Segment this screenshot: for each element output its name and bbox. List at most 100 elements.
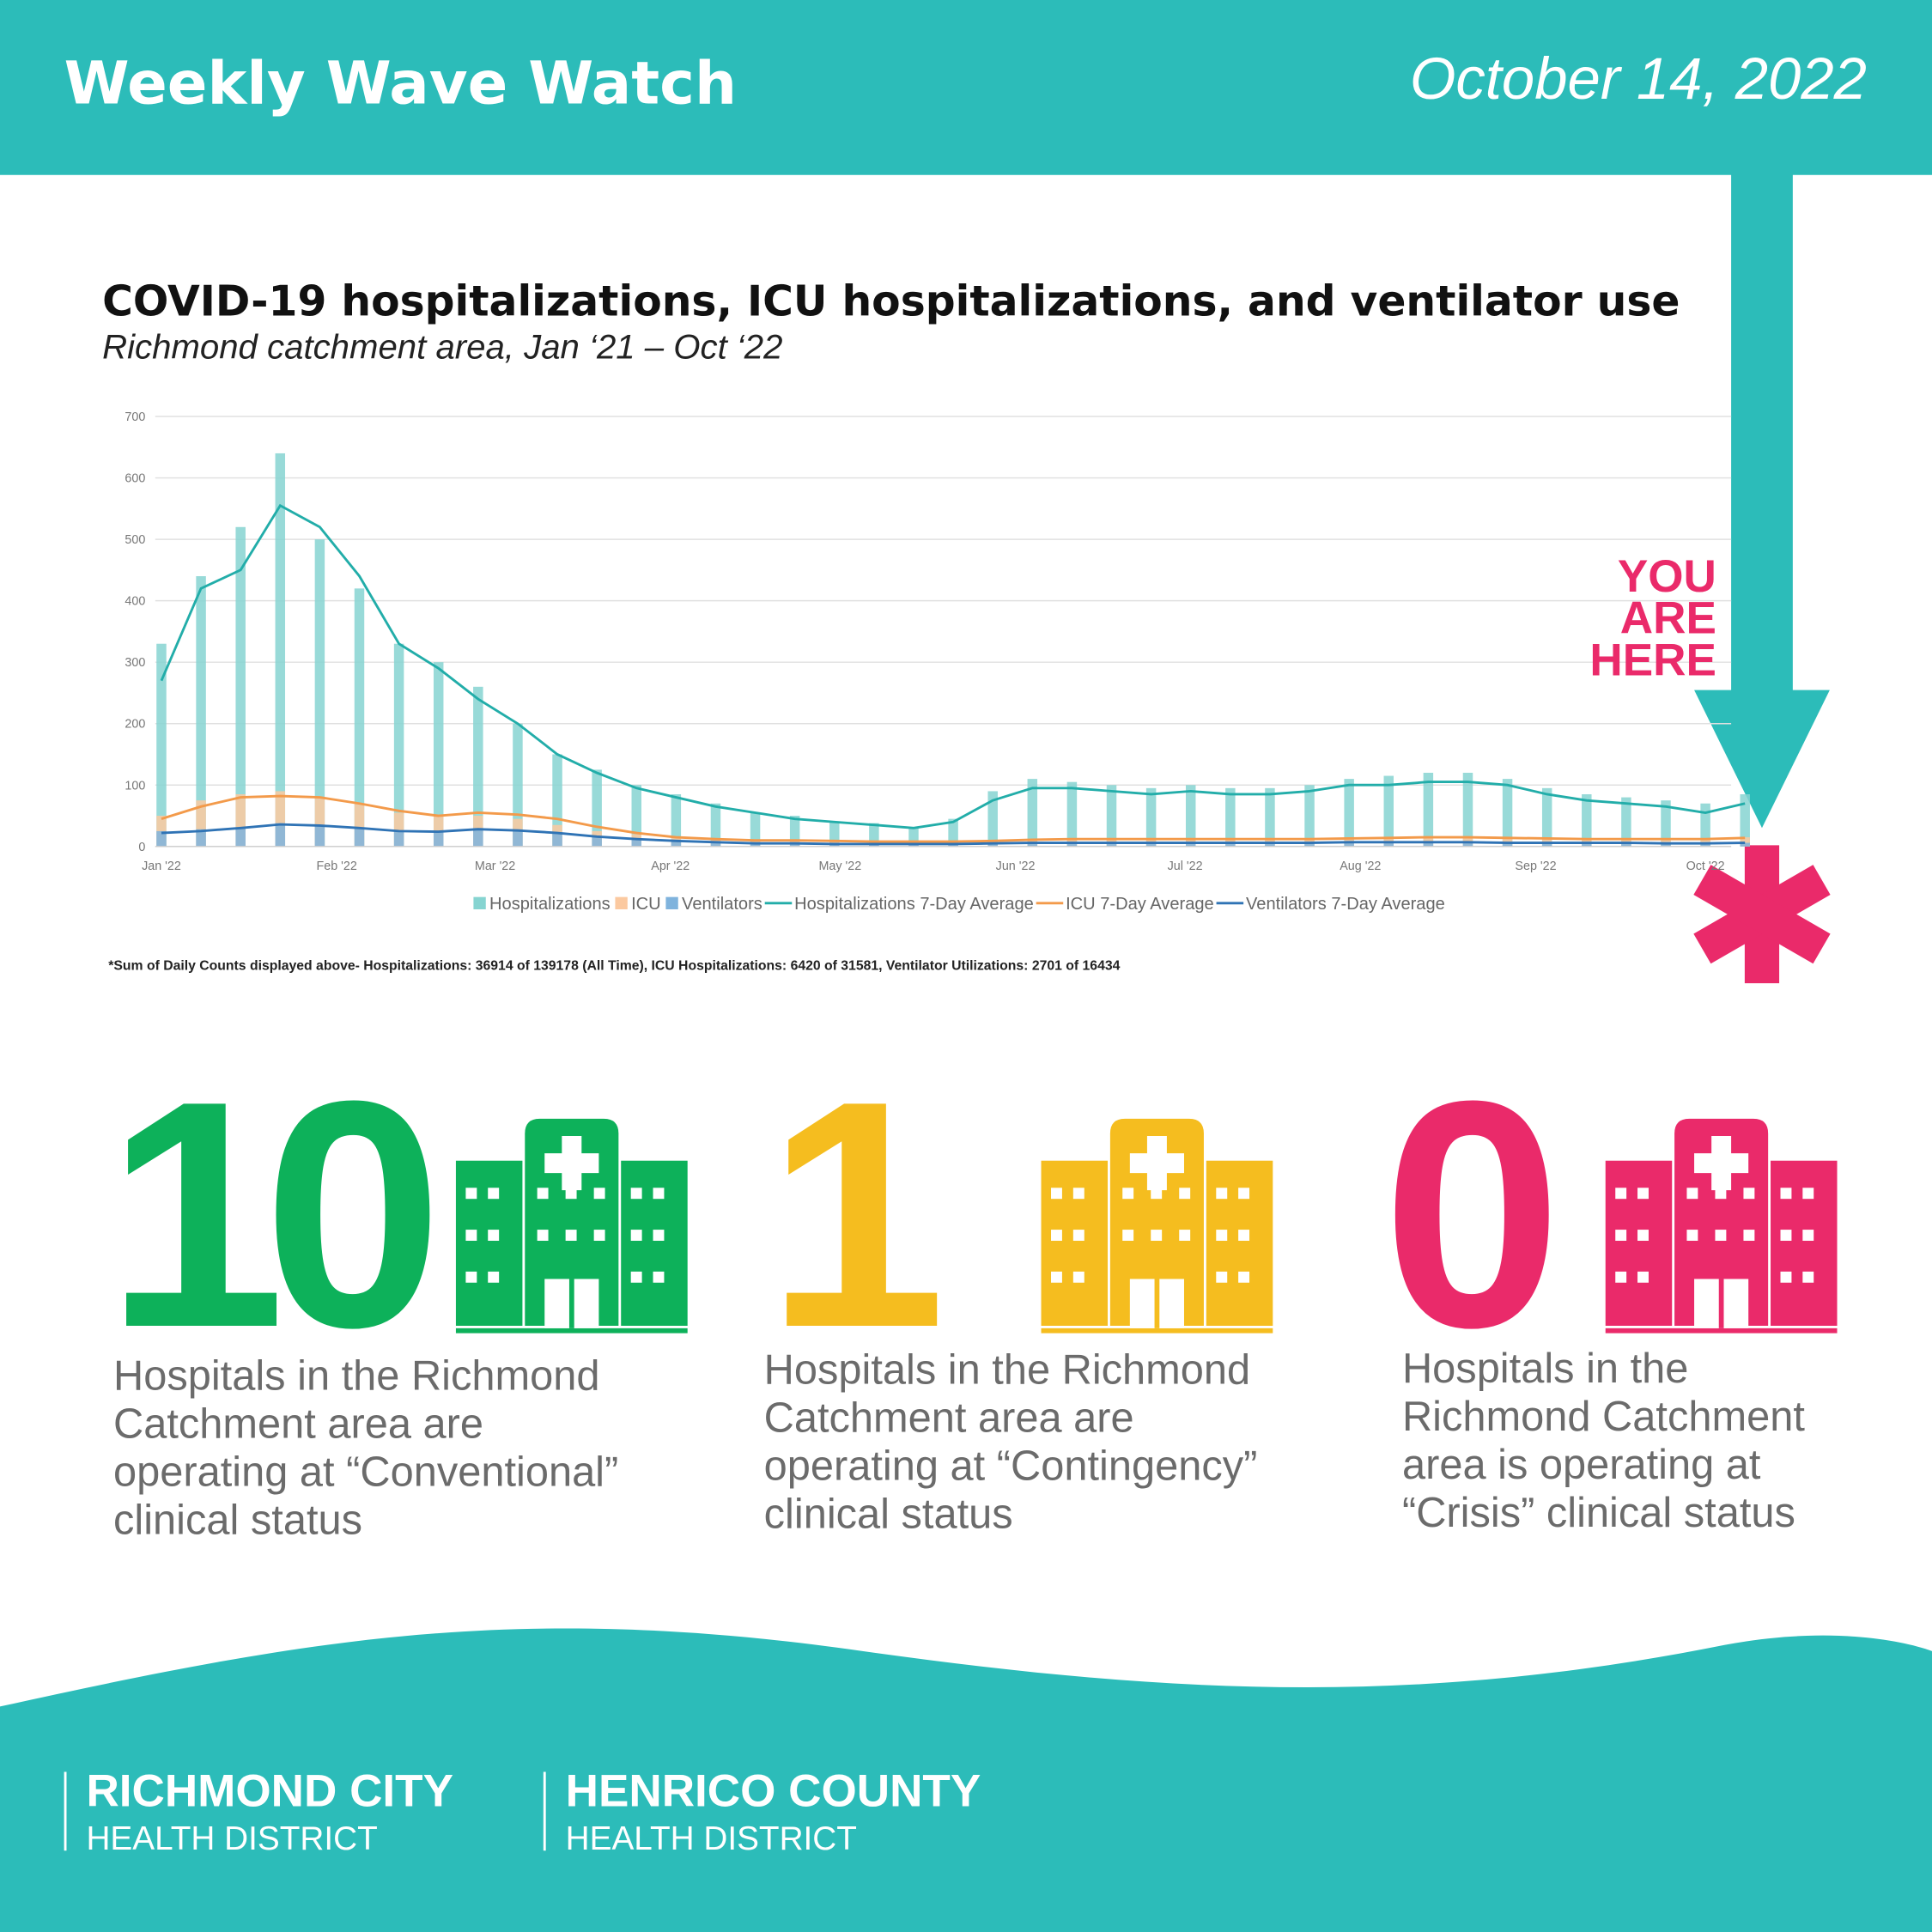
icon-window bbox=[1122, 1230, 1134, 1241]
bar bbox=[987, 843, 998, 847]
bar bbox=[1462, 841, 1473, 847]
status-text: Hospitals in the Richmond bbox=[113, 1353, 600, 1400]
icon-window bbox=[630, 1188, 642, 1200]
status-text: area is operating at bbox=[1402, 1442, 1761, 1488]
status-count: 10 bbox=[106, 1034, 429, 1394]
line bbox=[161, 823, 1746, 846]
bar bbox=[789, 816, 800, 847]
bar bbox=[671, 793, 682, 847]
bar bbox=[1740, 837, 1750, 847]
x-tick-label: Apr '22 bbox=[651, 860, 690, 873]
icon-wing bbox=[1206, 1160, 1273, 1327]
chart-footnote: *Sum of Daily Counts displayed above- Ho… bbox=[108, 958, 1120, 973]
icon-window bbox=[1686, 1188, 1698, 1200]
bar bbox=[869, 843, 879, 847]
icon-window bbox=[1802, 1230, 1814, 1241]
bar bbox=[710, 842, 721, 847]
bar bbox=[1265, 842, 1275, 847]
bar bbox=[1462, 772, 1473, 847]
y-tick-label: 700 bbox=[125, 410, 145, 424]
bar bbox=[275, 823, 286, 847]
legend-label: Ventilators 7-Day Average bbox=[1246, 895, 1445, 914]
icon-window bbox=[653, 1271, 665, 1283]
y-tick-label: 100 bbox=[125, 779, 145, 793]
icon-window bbox=[653, 1230, 665, 1241]
bar bbox=[1541, 787, 1552, 847]
footer-wave bbox=[0, 1628, 1932, 1932]
line bbox=[160, 503, 1746, 829]
header-date: October 14, 2022 bbox=[1410, 46, 1867, 112]
bar bbox=[1145, 787, 1157, 847]
icon-window bbox=[465, 1230, 477, 1241]
bar bbox=[948, 843, 958, 847]
icon-window bbox=[1615, 1230, 1627, 1241]
footer-org-sub: HEALTH DISTRICT bbox=[86, 1820, 377, 1857]
icon-window bbox=[1179, 1188, 1191, 1200]
y-tick-label: 400 bbox=[125, 595, 145, 609]
icon-window bbox=[1780, 1230, 1792, 1241]
bar bbox=[592, 837, 602, 847]
bar bbox=[196, 829, 206, 847]
status-count: 1 bbox=[767, 1034, 939, 1394]
bar bbox=[1423, 841, 1434, 847]
y-tick-label: 500 bbox=[125, 533, 145, 547]
bar bbox=[1185, 785, 1196, 847]
icon-window bbox=[1743, 1188, 1755, 1200]
x-tick-label: Oct '22 bbox=[1686, 860, 1725, 873]
bar bbox=[314, 824, 325, 847]
bar bbox=[552, 833, 562, 847]
icon-window bbox=[1051, 1271, 1062, 1283]
bar bbox=[513, 723, 523, 847]
header-band bbox=[0, 0, 1932, 175]
annotation: YOU bbox=[1618, 551, 1716, 602]
arrow-head bbox=[1694, 690, 1830, 829]
bar bbox=[1066, 781, 1078, 847]
bar bbox=[631, 839, 641, 847]
icon-window bbox=[1802, 1188, 1814, 1200]
bar bbox=[235, 793, 246, 847]
x-tick-label: Jul '22 bbox=[1168, 860, 1203, 873]
chart-subtitle: Richmond catchment area, Jan ‘21 – Oct ‘… bbox=[102, 328, 782, 367]
icon-wing bbox=[1771, 1160, 1838, 1327]
bar bbox=[750, 812, 761, 847]
hospital-icon bbox=[455, 1118, 688, 1334]
y-tick-label: 600 bbox=[125, 472, 145, 486]
status-count: 0 bbox=[1382, 1034, 1549, 1394]
x-tick-label: Mar '22 bbox=[475, 860, 515, 873]
footer-org-name: RICHMOND CITY bbox=[86, 1766, 453, 1817]
bar bbox=[354, 828, 365, 847]
icon-window bbox=[1216, 1230, 1228, 1241]
x-tick-label: Sep '22 bbox=[1515, 860, 1556, 873]
bar bbox=[671, 841, 682, 847]
legend-swatch bbox=[615, 896, 628, 909]
bar bbox=[631, 785, 641, 847]
bar bbox=[393, 812, 404, 847]
bar bbox=[1502, 842, 1513, 847]
bar bbox=[1541, 842, 1552, 847]
y-tick-label: 200 bbox=[125, 718, 145, 732]
icon-base bbox=[1041, 1327, 1273, 1334]
icon-window bbox=[537, 1188, 549, 1200]
icon-window bbox=[1238, 1188, 1250, 1200]
bar bbox=[235, 828, 246, 847]
bar bbox=[314, 539, 325, 847]
icon-window bbox=[1637, 1230, 1649, 1241]
bar bbox=[314, 797, 325, 847]
status-text: Hospitals in the Richmond bbox=[764, 1346, 1251, 1393]
footer-org-sub: HEALTH DISTRICT bbox=[566, 1820, 857, 1857]
icon-window bbox=[1802, 1271, 1814, 1283]
bar bbox=[1225, 842, 1236, 847]
icon-window bbox=[593, 1188, 605, 1200]
bar bbox=[1740, 842, 1750, 847]
bar bbox=[908, 828, 919, 847]
icon-wing bbox=[455, 1160, 523, 1327]
y-tick-label: 300 bbox=[125, 656, 145, 670]
icon-window bbox=[1151, 1188, 1163, 1200]
bar bbox=[552, 754, 562, 847]
bar bbox=[1661, 843, 1671, 847]
icon-wing bbox=[1605, 1160, 1673, 1327]
x-tick-label: Feb '22 bbox=[316, 860, 356, 873]
legend-swatch bbox=[473, 896, 486, 909]
y-tick-label: 0 bbox=[138, 841, 145, 854]
